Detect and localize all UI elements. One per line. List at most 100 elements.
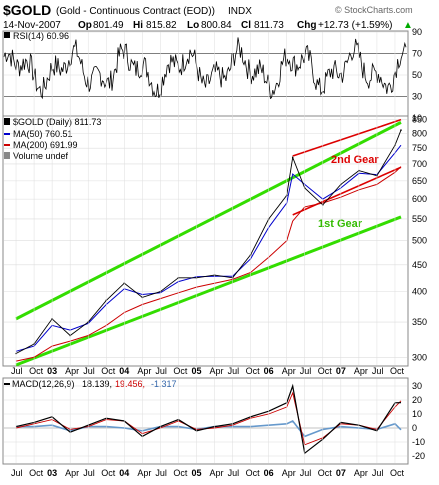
- trend-channels: [15, 118, 402, 367]
- close-label: Cl: [241, 20, 251, 31]
- x-tick-label: Jul: [83, 468, 95, 478]
- price-y-axis: 850 800 750 700 650 600 550 500 450 400 350 300: [412, 115, 427, 363]
- x-tick-label: Oct: [101, 468, 116, 478]
- watermark: © StockCharts.com: [335, 5, 413, 15]
- rsi-title: RSI(14) 60.96: [13, 31, 69, 41]
- macd-title-name: MACD(12,26,9): [12, 379, 75, 389]
- x-axis: JulJulOctOct0303AprAprJulJulOctOct0404Ap…: [11, 32, 404, 478]
- macd-panel: MACD(12,26,9) 18.139, 19.456, -1.317 30 2…: [2, 377, 425, 465]
- price-tick-label: 550: [412, 214, 427, 224]
- up-arrow-icon: ▲: [403, 20, 413, 31]
- x-tick-label-price: 03: [47, 366, 57, 376]
- x-tick-label-price: 04: [119, 366, 129, 376]
- trend-channel-upper: [292, 118, 402, 157]
- macd-title-value: 18.139,: [82, 379, 112, 389]
- price-tick-label: 650: [412, 176, 427, 186]
- x-tick-label-price: Apr: [282, 366, 296, 376]
- x-tick-label: Apr: [210, 468, 224, 478]
- macd-tick-label: -10: [412, 437, 425, 447]
- x-tick-label: Jul: [11, 468, 23, 478]
- x-tick-label: 05: [191, 468, 201, 478]
- quote-date: 14-Nov-2007: [3, 20, 61, 31]
- legend-ma50: MA(50) 760.51: [13, 129, 73, 139]
- price-tick-label: 500: [412, 236, 427, 246]
- macd-title-hist: -1.317: [151, 379, 177, 389]
- x-tick-label: Oct: [318, 468, 333, 478]
- x-tick-label: Jul: [300, 468, 312, 478]
- price-line: [15, 129, 402, 354]
- trend-channel-lower: [292, 166, 402, 216]
- macd-tick-label: 10: [412, 409, 422, 419]
- x-tick-label: Apr: [354, 468, 368, 478]
- x-tick-label-price: Apr: [354, 366, 368, 376]
- price-legend: $GOLD (Daily) 811.73 MA(50) 760.51 MA(20…: [4, 117, 101, 161]
- legend-price: $GOLD (Daily) 811.73: [13, 117, 101, 127]
- x-tick-label-price: Apr: [210, 366, 224, 376]
- x-tick-label-price: Oct: [246, 366, 261, 376]
- low-label: Lo: [187, 20, 199, 31]
- macd-y-axis: 30 20 10 0 -10 -20: [412, 381, 425, 461]
- price-tick-label: 700: [412, 159, 427, 169]
- x-tick-label: Oct: [390, 468, 405, 478]
- x-tick-label: Jul: [155, 468, 167, 478]
- price-tick-label: 450: [412, 260, 427, 270]
- x-tick-label-price: Apr: [137, 366, 151, 376]
- exchange: INDX: [228, 6, 252, 17]
- x-tick-label: 04: [119, 468, 129, 478]
- price-tick-label: 400: [412, 287, 427, 297]
- price-point: [291, 156, 294, 159]
- high-label: Hi: [133, 20, 143, 31]
- x-tick-label-price: Oct: [173, 366, 188, 376]
- x-tick-label-price: 06: [264, 366, 274, 376]
- chart-header: $GOLD (Gold - Continuous Contract (EOD))…: [3, 2, 413, 31]
- x-tick-label-price: 07: [336, 366, 346, 376]
- x-tick-label-price: Jul: [228, 366, 240, 376]
- description: (Gold - Continuous Contract (EOD)): [56, 6, 215, 17]
- legend-volume: Volume undef: [13, 151, 69, 161]
- macd-tick-label: 20: [412, 395, 422, 405]
- rsi-tick-label: 50: [412, 70, 422, 80]
- x-tick-label: Jul: [372, 468, 384, 478]
- low-value: 800.84: [201, 20, 232, 31]
- annotation-1st-gear: 1st Gear: [318, 218, 363, 230]
- price-tick-label: 350: [412, 317, 427, 327]
- open-label: Op: [78, 20, 92, 31]
- macd-line: [15, 383, 402, 455]
- macd-tick-label: -20: [412, 451, 425, 461]
- high-value: 815.82: [146, 20, 177, 31]
- price-tick-label: 750: [412, 143, 427, 153]
- legend-swatch-volume: [4, 152, 10, 159]
- change-value: +12.73 (+1.59%): [318, 20, 393, 31]
- rsi-panel: RSI(14) 60.96 90 70 50 30 10: [2, 27, 422, 123]
- x-tick-label-price: Oct: [29, 366, 44, 376]
- rsi-tick-label: 10: [412, 113, 422, 123]
- rsi-tick-label: 30: [412, 92, 422, 102]
- price-point: [400, 129, 402, 131]
- legend-swatch-price: [4, 118, 10, 125]
- price-tick-label: 300: [412, 352, 427, 362]
- x-tick-label-price: Oct: [101, 366, 116, 376]
- x-tick-label-price: Oct: [318, 366, 333, 376]
- x-tick-label: 06: [264, 468, 274, 478]
- rsi-line: [3, 37, 407, 100]
- rsi-tick-label: 90: [412, 27, 422, 37]
- rsi-legend-swatch: [4, 32, 10, 38]
- trend-channel-upper: [15, 121, 402, 321]
- x-tick-label: Oct: [246, 468, 261, 478]
- change-label: Chg: [297, 20, 316, 31]
- x-tick-label: 07: [336, 468, 346, 478]
- macd-panel-frame: [2, 377, 409, 465]
- annotation-2nd-gear: 2nd Gear: [331, 154, 379, 166]
- x-tick-label-price: Jul: [155, 366, 167, 376]
- x-tick-label: Oct: [173, 468, 188, 478]
- x-tick-label-price: Oct: [390, 366, 405, 376]
- x-tick-label-price: Apr: [65, 366, 79, 376]
- x-tick-label-price: Jul: [83, 366, 95, 376]
- x-tick-label-price: Jul: [300, 366, 312, 376]
- price-panel: 850 800 750 700 650 600 550 500 450 400 350 300 $GO…: [2, 115, 427, 367]
- price-tick-label: 800: [412, 128, 427, 138]
- x-tick-label: Apr: [282, 468, 296, 478]
- macd-tick-label: 0: [412, 423, 417, 433]
- x-tick-label: Oct: [29, 468, 44, 478]
